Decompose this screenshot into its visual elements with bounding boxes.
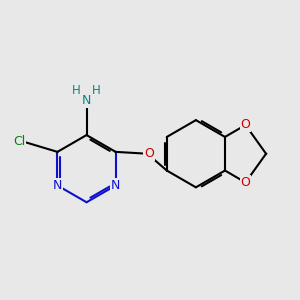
Text: O: O — [241, 118, 250, 131]
Text: N: N — [53, 179, 62, 192]
Text: H: H — [92, 84, 101, 97]
Text: Cl: Cl — [13, 135, 25, 148]
Text: O: O — [144, 147, 154, 160]
Text: H: H — [72, 84, 81, 97]
Text: N: N — [82, 94, 91, 107]
Text: O: O — [241, 176, 250, 189]
Text: N: N — [111, 179, 120, 192]
